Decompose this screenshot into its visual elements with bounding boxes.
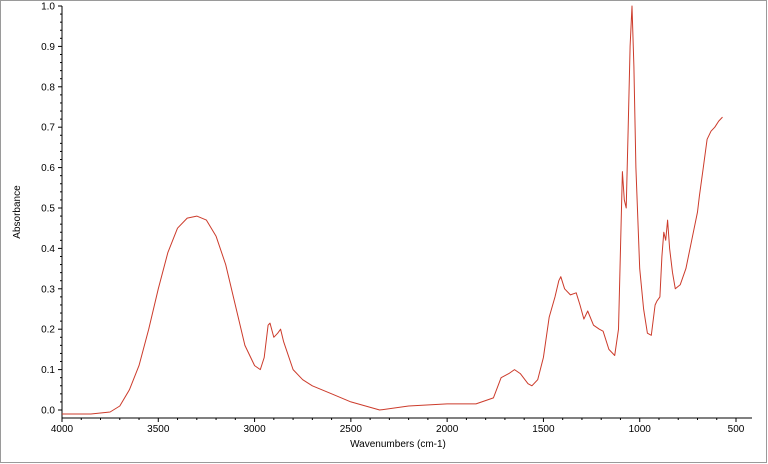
ticks: 4000 3500 3000 2500 2000 1500 1000 500 0.0 0.1 0.2… (41, 2, 745, 436)
x-tick-label: 2500 (340, 424, 363, 435)
x-tick-label: 500 (728, 424, 745, 435)
x-axis-title: Wavenumbers (cm-1) (350, 439, 446, 450)
y-tick-label: 0.7 (41, 123, 55, 134)
y-tick-label: 0.9 (41, 42, 55, 53)
x-tick-label: 1000 (629, 424, 652, 435)
x-tick-label: 3000 (243, 424, 266, 435)
y-axis-title: Absorbance (12, 185, 23, 239)
y-tick-label: 0.3 (41, 284, 55, 295)
y-tick-label: 0.8 (41, 82, 55, 93)
y-tick-label: 0.6 (41, 163, 55, 174)
y-tick-label: 0.5 (41, 204, 55, 215)
y-tick-label: 0.0 (41, 406, 55, 417)
y-tick-label: 1.0 (41, 2, 55, 13)
x-tick-label: 3500 (147, 424, 170, 435)
y-tick-label: 0.4 (41, 244, 55, 255)
x-tick-label: 1500 (532, 424, 555, 435)
x-tick-label: 2000 (436, 424, 459, 435)
plot-area (62, 5, 723, 415)
y-tick-label: 0.2 (41, 325, 55, 336)
x-tick-label: 4000 (51, 424, 74, 435)
spectrum-line (62, 5, 723, 415)
y-tick-label: 0.1 (41, 365, 55, 376)
axes (61, 6, 752, 419)
